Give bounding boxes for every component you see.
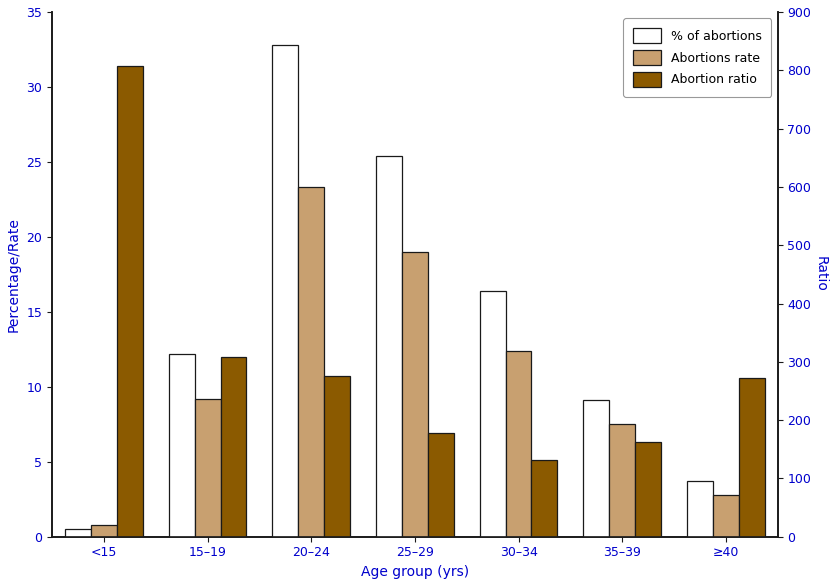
- Bar: [272, 45, 298, 537]
- Bar: [117, 66, 143, 537]
- Bar: [505, 351, 532, 537]
- Bar: [220, 357, 246, 537]
- Legend: % of abortions, Abortions rate, Abortion ratio: % of abortions, Abortions rate, Abortion…: [623, 18, 772, 97]
- Bar: [610, 424, 635, 537]
- Bar: [428, 433, 453, 537]
- Bar: [376, 156, 402, 537]
- Bar: [324, 376, 350, 537]
- Y-axis label: Percentage/Rate: Percentage/Rate: [7, 217, 21, 332]
- Bar: [532, 460, 558, 537]
- Bar: [479, 291, 505, 537]
- X-axis label: Age group (yrs): Age group (yrs): [361, 565, 469, 579]
- Bar: [298, 188, 324, 537]
- Bar: [91, 525, 117, 537]
- Bar: [169, 354, 195, 537]
- Bar: [402, 252, 428, 537]
- Bar: [195, 399, 220, 537]
- Y-axis label: Ratio: Ratio: [814, 257, 828, 292]
- Bar: [584, 400, 610, 537]
- Bar: [739, 377, 765, 537]
- Bar: [65, 529, 91, 537]
- Bar: [713, 495, 739, 537]
- Bar: [687, 481, 713, 537]
- Bar: [635, 442, 661, 537]
